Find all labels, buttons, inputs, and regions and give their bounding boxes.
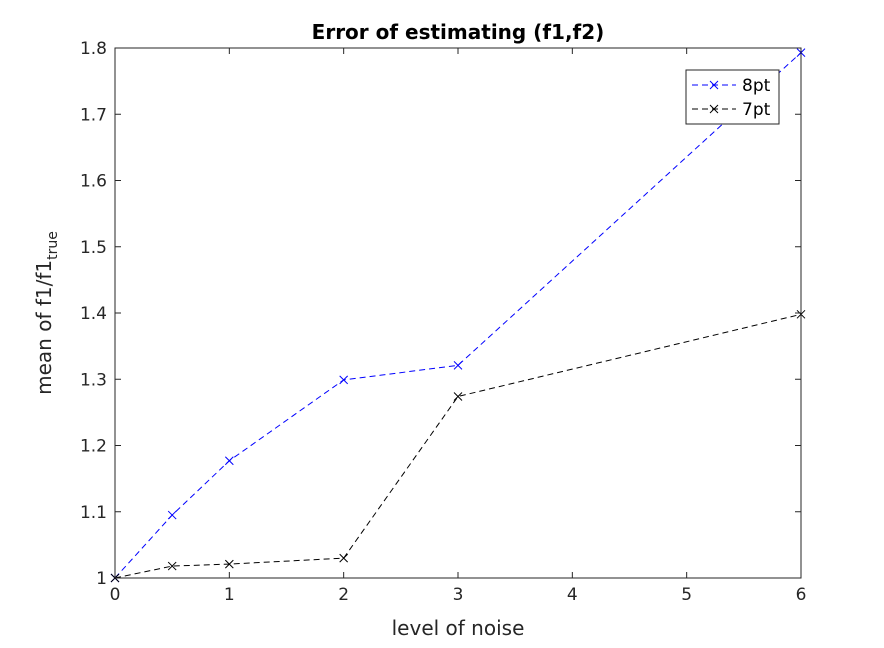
data-point-8pt-4: [453, 360, 463, 370]
x-tick-label: 3: [453, 585, 464, 605]
legend-marker-7pt: [709, 104, 719, 114]
y-tick-label: 1.4: [80, 304, 107, 324]
data-point-8pt-3: [339, 375, 349, 385]
legend-label-8pt: 8pt: [742, 76, 771, 96]
plot-area: [115, 48, 801, 578]
y-tick-label: 1.2: [80, 437, 107, 457]
y-axis-label: mean of f1/f1true: [32, 231, 61, 395]
legend-box: [685, 69, 780, 125]
x-tick-label: 1: [224, 585, 235, 605]
data-point-7pt-4: [453, 392, 463, 401]
data-point-7pt-2: [224, 559, 234, 569]
legend-entry-8pt: 8pt: [692, 76, 771, 96]
y-axis-label-subscript: true: [45, 231, 61, 260]
x-tick-label: 0: [110, 585, 121, 605]
legend-label-7pt: 7pt: [742, 100, 771, 120]
data-point-7pt-1: [167, 561, 177, 571]
data-point-7pt-3: [339, 553, 349, 563]
y-tick-label: 1: [96, 569, 107, 589]
x-tick-label: 6: [796, 585, 807, 605]
y-axis-label-main: mean of f1/f1: [32, 260, 56, 395]
x-tick-label: 4: [567, 585, 578, 605]
y-tick-label: 1.6: [80, 172, 107, 192]
y-tick-label: 1.7: [80, 105, 107, 125]
chart-title: Error of estimating (f1,f2): [312, 20, 605, 44]
data-point-8pt-1: [167, 510, 177, 520]
x-axis-label: level of noise: [392, 616, 525, 640]
legend-entry-7pt: 7pt: [692, 100, 771, 120]
series-line-8pt: [114, 52, 802, 579]
x-tick-label: 2: [338, 585, 349, 605]
series-line-7pt: [114, 313, 802, 579]
data-point-8pt-2: [224, 456, 234, 466]
legend-marker-8pt: [709, 80, 719, 90]
y-tick-label: 1.3: [80, 370, 107, 390]
x-tick-label: 5: [681, 585, 692, 605]
y-tick-label: 1.5: [80, 238, 107, 258]
y-tick-label: 1.1: [80, 503, 107, 523]
y-tick-label: 1.8: [80, 39, 107, 59]
axes-layer: 0 1 2 3 4 5 611.11.21.31.41.51.61.71.8: [80, 39, 806, 605]
